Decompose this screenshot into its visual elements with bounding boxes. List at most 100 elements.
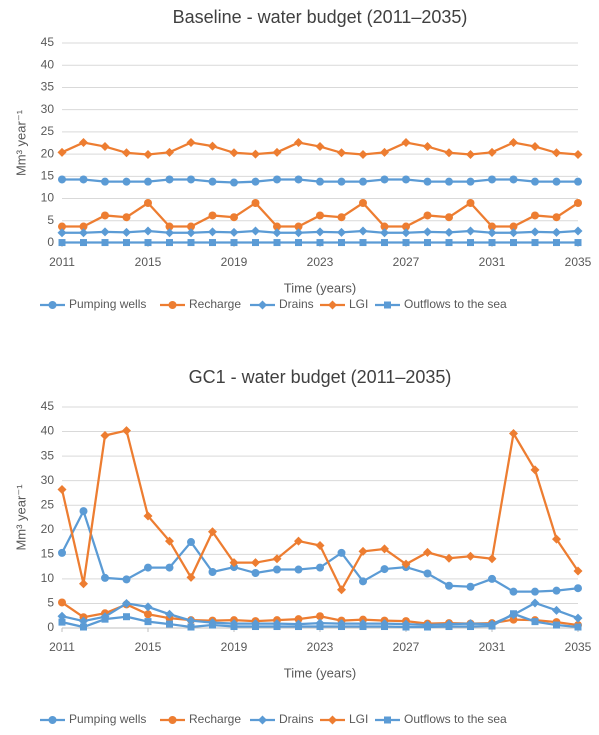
- marker: [424, 239, 431, 247]
- marker: [294, 222, 303, 231]
- marker: [530, 227, 540, 237]
- x-axis-title: Time (years): [284, 280, 356, 295]
- marker: [209, 621, 216, 629]
- y-tick-label: 0: [47, 235, 54, 249]
- marker: [574, 239, 582, 247]
- marker: [57, 228, 67, 238]
- marker: [552, 213, 561, 222]
- marker: [252, 623, 259, 631]
- marker: [166, 620, 173, 628]
- marker: [187, 175, 195, 184]
- y-tick-label: 40: [41, 57, 55, 71]
- chart-title: GC1 - water budget (2011–2035): [189, 367, 452, 387]
- marker: [272, 228, 282, 238]
- legend-label: LGI: [349, 297, 368, 311]
- x-tick-label: 2015: [135, 640, 162, 654]
- x-tick-label: 2035: [565, 640, 592, 654]
- marker: [122, 426, 131, 436]
- x-tick-label: 2027: [393, 255, 420, 269]
- marker: [574, 199, 582, 207]
- marker: [358, 226, 368, 236]
- marker: [315, 142, 325, 152]
- marker: [466, 150, 475, 160]
- legend-label: Pumping wells: [69, 297, 146, 311]
- marker: [122, 213, 131, 222]
- marker: [315, 227, 325, 237]
- marker: [359, 623, 367, 631]
- x-tick-label: 2019: [221, 640, 248, 654]
- marker: [574, 623, 582, 631]
- marker: [445, 623, 453, 631]
- marker: [79, 579, 88, 589]
- marker: [445, 213, 453, 222]
- marker: [316, 177, 324, 186]
- marker: [531, 618, 539, 626]
- marker: [143, 150, 153, 160]
- marker: [531, 211, 539, 220]
- marker: [208, 227, 217, 237]
- marker: [401, 228, 411, 238]
- marker: [122, 598, 131, 608]
- marker: [530, 598, 540, 608]
- marker: [423, 547, 432, 557]
- marker: [488, 574, 496, 583]
- marker: [552, 605, 561, 615]
- marker: [208, 568, 217, 577]
- marker: [187, 538, 195, 547]
- marker: [258, 300, 267, 310]
- marker: [80, 239, 87, 247]
- legend-label: Outflows to the sea: [404, 712, 507, 726]
- x-tick-label: 2035: [565, 255, 592, 269]
- marker: [294, 565, 303, 574]
- marker: [58, 598, 66, 607]
- marker: [187, 222, 195, 231]
- x-tick-label: 2027: [393, 640, 420, 654]
- marker: [402, 623, 410, 631]
- marker: [381, 623, 388, 631]
- x-tick-label: 2023: [307, 640, 334, 654]
- marker: [186, 228, 196, 238]
- marker: [168, 716, 177, 724]
- marker: [294, 138, 303, 148]
- marker: [57, 611, 67, 621]
- marker: [58, 618, 66, 626]
- y-axis-title: Mm³ year⁻¹: [13, 109, 28, 176]
- x-tick-label: 2011: [49, 640, 75, 654]
- marker: [100, 430, 110, 440]
- marker: [272, 147, 282, 157]
- marker: [229, 558, 239, 568]
- y-tick-label: 20: [41, 146, 55, 160]
- marker: [294, 615, 303, 624]
- series-line: [60, 508, 579, 593]
- marker: [122, 177, 131, 186]
- marker: [424, 623, 431, 631]
- x-tick-label: 2019: [221, 255, 248, 269]
- marker: [380, 565, 389, 574]
- marker: [294, 175, 303, 184]
- marker: [402, 239, 410, 247]
- marker: [79, 616, 88, 626]
- marker: [328, 715, 337, 725]
- marker: [423, 211, 432, 220]
- marker: [359, 577, 367, 586]
- marker: [380, 147, 389, 157]
- marker: [316, 612, 324, 621]
- marker: [573, 613, 583, 623]
- marker: [510, 239, 517, 247]
- marker: [488, 239, 496, 247]
- marker: [401, 138, 411, 148]
- marker: [509, 175, 518, 184]
- x-tick-label: 2031: [479, 640, 506, 654]
- y-tick-label: 25: [41, 497, 55, 511]
- marker: [358, 150, 368, 160]
- marker: [122, 575, 131, 584]
- marker: [384, 716, 391, 724]
- marker: [444, 148, 454, 158]
- marker: [186, 572, 196, 582]
- marker: [380, 544, 389, 554]
- marker: [573, 566, 583, 576]
- y-tick-label: 45: [41, 35, 55, 49]
- marker: [80, 623, 87, 631]
- marker: [165, 609, 174, 619]
